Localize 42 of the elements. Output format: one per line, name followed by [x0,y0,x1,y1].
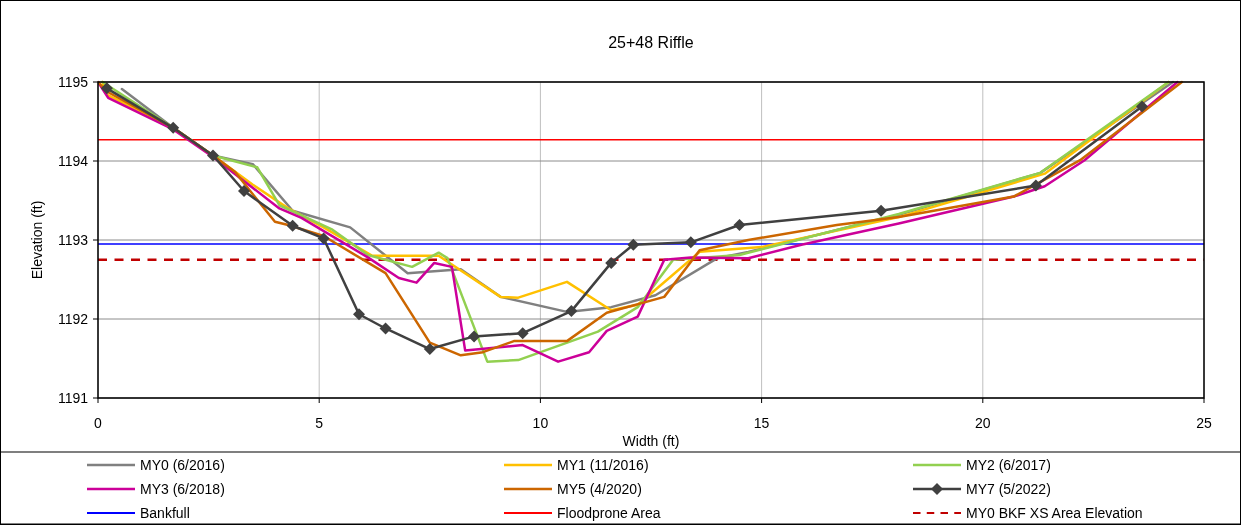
legend-label: MY0 (6/2016) [140,456,225,473]
x-tick-label: 0 [94,415,103,431]
point [379,322,392,335]
point [565,305,578,318]
legend-label: MY2 (6/2017) [966,456,1051,473]
legend-label: MY0 BKF XS Area Elevation [966,504,1143,521]
point [733,218,746,231]
x-tick-label: 5 [315,415,324,431]
point [286,219,299,232]
point [627,238,640,251]
point [516,327,529,340]
point [353,308,366,321]
point [468,330,481,343]
legend-label: MY1 (11/2016) [557,456,649,473]
point [100,82,113,95]
x-tick-label: 10 [532,415,549,431]
legend-label: MY3 (6/2018) [140,480,225,497]
legend-label: MY7 (5/2022) [966,480,1051,497]
chart-title: 25+48 Riffle [608,34,694,51]
legend-label: Floodprone Area [557,504,661,521]
point [237,185,250,198]
x-tick-label: 25 [1196,415,1212,431]
y-tick-label: 1191 [57,389,89,406]
point [684,236,697,249]
point [423,343,436,356]
x-tick-label: 20 [975,415,991,431]
legend-label: Bankfull [140,504,190,521]
legend-label: MY5 (4/2020) [557,480,642,497]
y-tick-label: 1193 [57,231,89,248]
point [207,149,220,162]
point [1029,179,1042,192]
point [167,121,180,134]
x-tick-label: 15 [753,415,770,431]
y-tick-label: 1192 [57,310,89,327]
point [1136,100,1149,113]
y-axis-title: Elevation (ft) [29,200,45,280]
y-tick-label: 1195 [57,73,89,90]
point [875,204,888,217]
point [605,256,618,269]
y-tick-label: 1194 [57,152,89,169]
x-axis-title: Width (ft) [622,433,680,449]
point [317,232,330,245]
